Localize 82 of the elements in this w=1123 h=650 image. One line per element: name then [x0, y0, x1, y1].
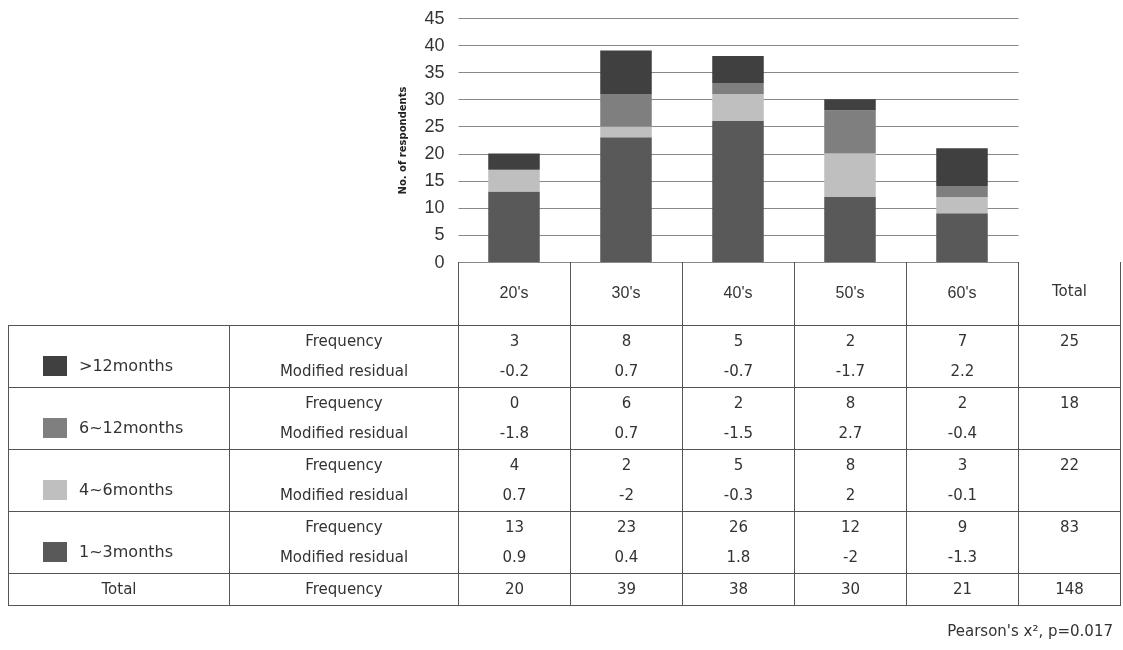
x-tick-label: 20's: [499, 283, 529, 301]
data-label: 26: [727, 518, 750, 536]
text: 0.4: [613, 548, 640, 566]
text: 21: [951, 580, 974, 598]
y-tick-label: 5: [434, 224, 445, 245]
text: -0.7: [722, 362, 755, 380]
legend-label: 4~6months: [79, 480, 175, 499]
data-label: 0: [508, 394, 521, 412]
y-tick-label: 15: [424, 170, 445, 191]
data-label: 2: [620, 456, 633, 474]
text: 0.7: [501, 486, 528, 504]
y-tick-label: 0: [434, 251, 445, 272]
x-tick-label: 40's: [723, 283, 753, 301]
text: Frequency: [305, 394, 383, 412]
text: -1.7: [834, 362, 867, 380]
text: 1.8: [725, 548, 752, 566]
y-tick-label: 30: [424, 88, 445, 109]
text: 0.7: [613, 362, 640, 380]
text: Pearson's x², p=0.017: [946, 622, 1113, 640]
data-label: 8: [844, 456, 857, 474]
y-axis-title: No. of respondents: [397, 86, 409, 195]
data-label: 4: [508, 456, 521, 474]
data-label: 7: [956, 332, 969, 350]
text: -0.4: [946, 424, 979, 442]
text: -2: [842, 548, 859, 566]
legend-label: 6~12months: [79, 418, 185, 437]
data-label: 3: [956, 456, 969, 474]
data-label: 9: [956, 518, 969, 536]
text: 83: [1058, 518, 1081, 536]
y-tick-label: 35: [424, 61, 445, 82]
text: 2.2: [949, 362, 976, 380]
data-label: 23: [615, 518, 638, 536]
text: 20: [503, 580, 526, 598]
text: 2.7: [837, 424, 864, 442]
data-label: 5: [732, 332, 745, 350]
text: -1.5: [722, 424, 755, 442]
data-label: 13: [503, 518, 526, 536]
y-tick-label: 40: [424, 34, 445, 55]
text: Frequency: [304, 332, 384, 350]
text: 2: [844, 486, 857, 504]
data-label: 8: [620, 332, 633, 350]
x-tick-label: 60's: [947, 283, 977, 301]
data-label: 6: [620, 394, 633, 412]
text: -0.2: [498, 362, 531, 380]
data-label: 2: [956, 394, 969, 412]
data-label: 2: [732, 394, 745, 412]
text: Modified residual: [278, 362, 410, 380]
text: -1.8: [498, 424, 531, 442]
data-label: 5: [732, 456, 745, 474]
text: 25: [1058, 332, 1081, 350]
data-label: 12: [839, 518, 862, 536]
text: Total: [101, 580, 137, 598]
text: 148: [1054, 580, 1085, 598]
text: Modified residual: [279, 486, 409, 504]
text: -1.3: [946, 548, 979, 566]
text: -0.3: [722, 486, 755, 504]
text: Frequency: [305, 456, 383, 474]
text: -2: [618, 486, 635, 504]
x-tick-label: 30's: [611, 283, 641, 301]
text: 30: [839, 580, 862, 598]
data-label: 2: [844, 332, 857, 350]
y-tick-label: 20: [424, 143, 445, 164]
y-tick-label: 10: [424, 197, 445, 218]
text: 39: [615, 580, 638, 598]
text: 22: [1058, 456, 1081, 474]
data-label: 8: [844, 394, 857, 412]
text: Total: [1050, 282, 1088, 300]
y-tick-label: 25: [424, 115, 445, 136]
text: -0.1: [946, 486, 979, 504]
text: Frequency: [305, 580, 383, 598]
text: 0.9: [501, 548, 528, 566]
legend-label: >12months: [79, 356, 175, 375]
text: Modified residual: [279, 548, 409, 566]
x-tick-label: 50's: [835, 283, 865, 301]
text: Modified residual: [279, 424, 409, 442]
text: Frequency: [305, 518, 383, 536]
text: 0.7: [613, 424, 640, 442]
text: 18: [1058, 394, 1081, 412]
text: 38: [727, 580, 750, 598]
y-tick-label: 45: [424, 7, 445, 28]
data-label: 3: [508, 332, 521, 350]
legend-label: 1~3months: [79, 542, 175, 561]
